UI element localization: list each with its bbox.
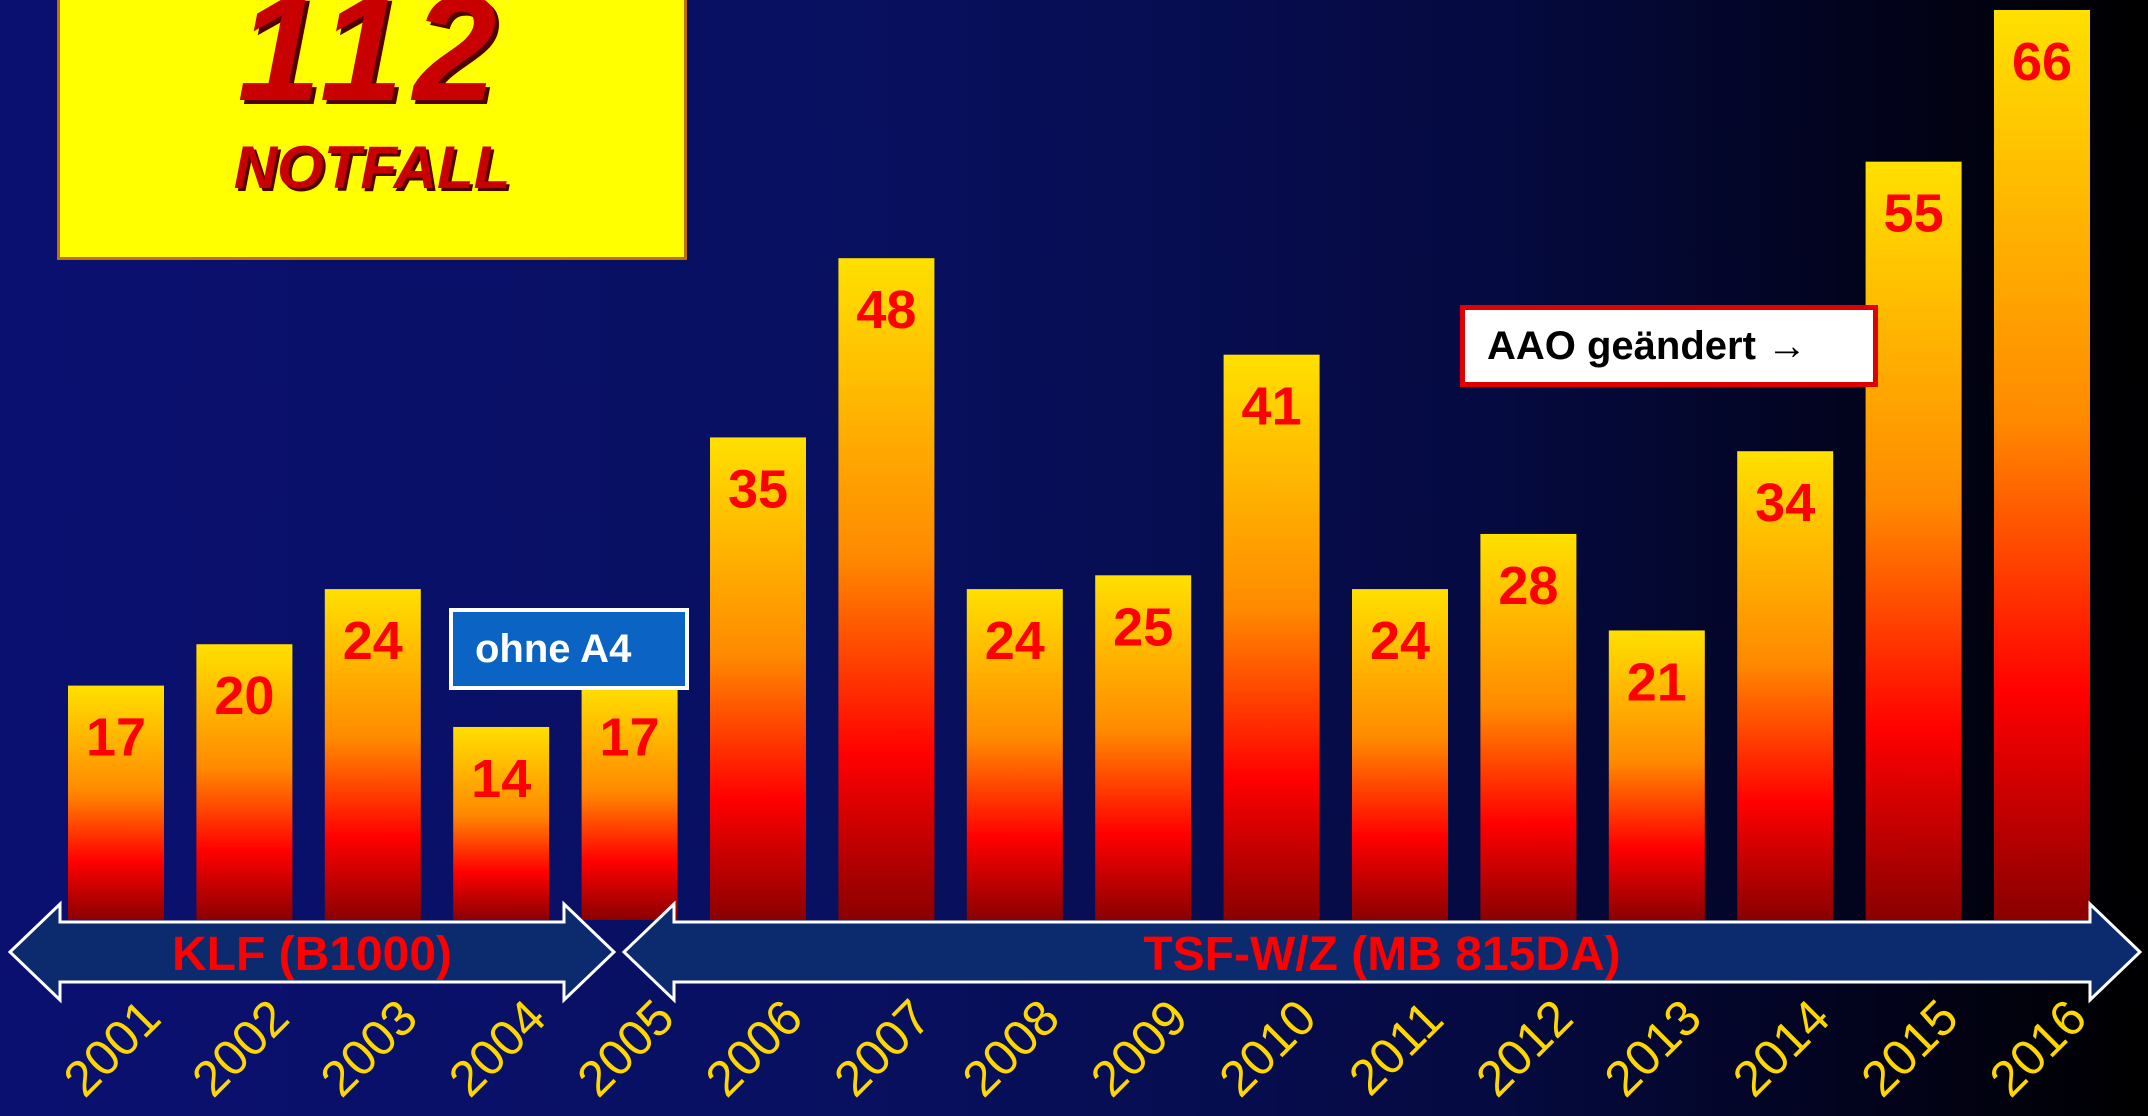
year-label-2012: 2012 — [1465, 989, 1583, 1107]
year-label-2016: 2016 — [1979, 989, 2097, 1107]
year-label-2013: 2013 — [1594, 989, 1712, 1107]
year-label-2014: 2014 — [1722, 989, 1840, 1107]
value-label-2006: 35 — [728, 459, 788, 519]
bar-2004 — [453, 726, 550, 920]
value-label-2005: 17 — [600, 708, 660, 768]
year-label-2002: 2002 — [181, 989, 299, 1107]
value-label-2016: 66 — [2012, 32, 2072, 92]
notfall-logo: 112 NOTFALL — [57, 0, 687, 260]
period-arrow-tsf-label: TSF-W/Z (MB 815DA) — [1143, 928, 1620, 981]
bar-2001 — [68, 685, 164, 920]
year-label-2006: 2006 — [695, 989, 813, 1107]
value-label-2015: 55 — [1884, 184, 1944, 244]
period-arrow-klf-label: KLF (B1000) — [172, 928, 452, 981]
period-arrow-klf: KLF (B1000) — [7, 900, 617, 1004]
year-label-2003: 2003 — [310, 989, 428, 1107]
bar-2010 — [1223, 354, 1320, 920]
logo-number: 112 — [237, 0, 507, 132]
year-label-2015: 2015 — [1850, 989, 1968, 1107]
year-label-2010: 2010 — [1208, 989, 1326, 1107]
value-label-2012: 28 — [1498, 556, 1558, 616]
value-label-2008: 24 — [985, 611, 1045, 671]
year-label-2011: 2011 — [1338, 990, 1454, 1106]
bar-2013 — [1608, 630, 1705, 920]
year-label-2004: 2004 — [438, 989, 556, 1107]
value-label-2009: 25 — [1113, 597, 1173, 657]
bar-2007 — [838, 258, 935, 920]
bar-2011 — [1352, 589, 1448, 920]
bar-2006 — [710, 437, 806, 920]
value-label-2002: 20 — [214, 666, 274, 726]
logo-caption: NOTFALL — [233, 134, 511, 201]
year-label-2005: 2005 — [566, 989, 684, 1107]
value-label-2010: 41 — [1242, 377, 1302, 437]
value-label-2007: 48 — [856, 280, 916, 340]
value-label-2011: 24 — [1370, 611, 1430, 671]
value-label-2013: 21 — [1627, 652, 1687, 712]
bar-2012 — [1480, 533, 1577, 920]
bar-2015 — [1865, 161, 1962, 920]
value-label-2003: 24 — [343, 611, 403, 671]
value-label-2001: 17 — [86, 708, 146, 768]
bar-2009 — [1095, 575, 1192, 920]
year-label-2009: 2009 — [1080, 989, 1198, 1107]
year-label-2007: 2007 — [823, 989, 941, 1107]
annotation-no-a4: ohne A4 — [449, 608, 689, 690]
bar-2014 — [1737, 451, 1834, 920]
value-label-2014: 34 — [1755, 473, 1815, 533]
value-label-2004: 14 — [471, 749, 531, 809]
bar-2005 — [581, 685, 678, 920]
bar-2008 — [966, 589, 1063, 920]
annotation-aao-changed: AAO geändert → — [1460, 305, 1878, 387]
bar-2002 — [196, 644, 293, 920]
bar-2003 — [324, 589, 421, 920]
period-arrow-klf-shape — [7, 900, 617, 1004]
year-label-2008: 2008 — [952, 989, 1070, 1107]
period-arrow-tsf-shape — [621, 900, 2143, 1004]
bar-2016 — [1994, 10, 2090, 920]
period-arrow-tsf: TSF-W/Z (MB 815DA) — [621, 900, 2143, 1004]
year-label-2001: 2001 — [53, 989, 171, 1107]
